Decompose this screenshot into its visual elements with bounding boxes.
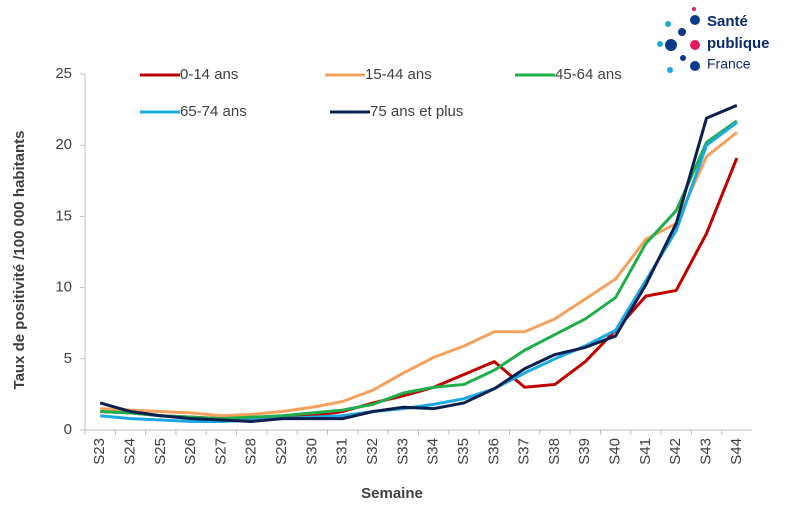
x-tick-label: S36: [485, 438, 502, 465]
x-tick-label: S41: [637, 438, 654, 465]
logo-dot: [678, 28, 686, 36]
legend-label: 0-14 ans: [180, 66, 238, 83]
x-tick-label: S39: [576, 438, 593, 465]
legend-label: 75 ans et plus: [370, 103, 463, 120]
legend-label: 65-74 ans: [180, 103, 247, 120]
y-tick-label: 0: [64, 421, 72, 438]
x-tick-label: S32: [364, 438, 381, 465]
logo: Santé publique France: [657, 7, 770, 73]
logo-dot: [657, 41, 663, 47]
x-tick-label: S43: [697, 438, 714, 465]
x-tick-label: S29: [273, 438, 290, 465]
x-tick-label: S42: [667, 438, 684, 465]
logo-dot: [690, 15, 700, 25]
x-tick-label: S26: [182, 438, 199, 465]
series-line: [100, 121, 738, 423]
series-line: [100, 119, 738, 421]
x-tick-label: S40: [607, 438, 624, 465]
y-tick-label: 15: [55, 207, 72, 224]
series-line: [100, 131, 738, 418]
logo-dot: [692, 7, 696, 11]
logo-dot: [665, 21, 671, 27]
x-tick-label: S28: [243, 438, 260, 465]
logo-dot: [690, 40, 700, 50]
logo-dot: [665, 39, 677, 51]
x-tick-label: S38: [546, 438, 563, 465]
legend-label: 45-64 ans: [555, 66, 622, 83]
x-tick-label: S23: [91, 438, 108, 465]
x-tick-label: S24: [121, 438, 138, 465]
logo-dot: [680, 55, 686, 61]
x-tick-label: S31: [334, 438, 351, 465]
legend-label: 15-44 ans: [365, 66, 432, 83]
x-tick-label: S33: [394, 438, 411, 465]
x-tick-label: S44: [728, 438, 745, 465]
logo-dot: [690, 61, 700, 71]
x-tick-label: S27: [212, 438, 229, 465]
y-tick-label: 5: [64, 350, 72, 367]
logo-text: publique: [707, 35, 770, 52]
y-tick-label: 20: [55, 136, 72, 153]
x-tick-label: S35: [455, 438, 472, 465]
logo-text: Santé: [707, 13, 748, 30]
logo-text: France: [707, 56, 751, 72]
x-tick-label: S34: [425, 438, 442, 465]
x-tick-label: S25: [152, 438, 169, 465]
x-tick-label: S30: [303, 438, 320, 465]
y-tick-label: 25: [55, 65, 72, 82]
logo-dot: [667, 67, 673, 73]
series-line: [99, 103, 738, 423]
y-axis-title: Taux de positivité /100 000 habitants: [11, 131, 28, 390]
x-axis-title: Semaine: [361, 485, 423, 502]
y-tick-label: 10: [55, 279, 72, 296]
x-tick-label: S37: [516, 438, 533, 465]
